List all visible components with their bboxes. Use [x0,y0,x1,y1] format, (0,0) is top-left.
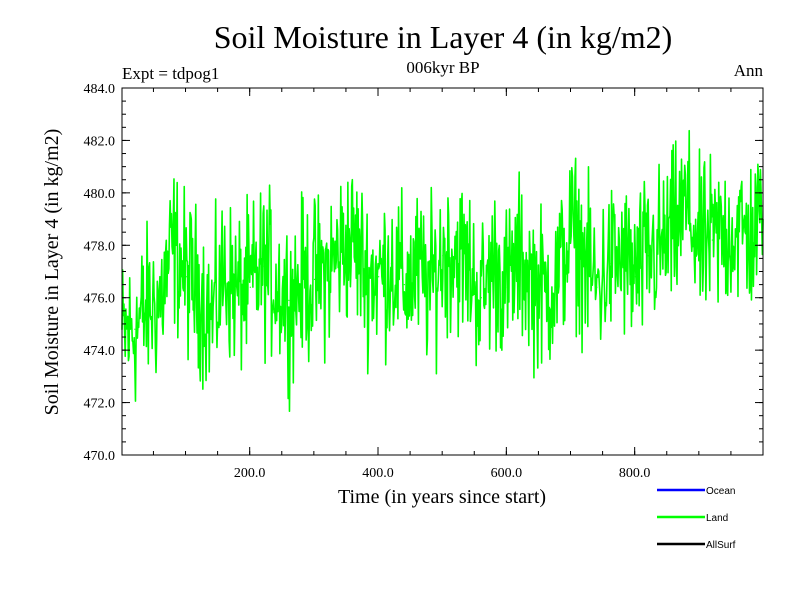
data-point [711,239,713,241]
data-point [159,299,162,301]
y-tick-label: 470.0 [84,449,116,464]
data-point [198,289,200,291]
x-axis-label: Time (in years since start) [338,486,546,508]
y-tick-label: 474.0 [84,344,116,359]
ticks-layer: 470.0 472.0 474.0 476.0 478.0 480.0 482.0 484.0… [84,82,763,481]
data-point [339,249,341,252]
x-tick-label: 600.0 [491,466,523,481]
legend-label-ocean: Ocean [706,486,735,497]
data-point [621,257,624,259]
legend-label-land: Land [706,513,728,524]
data-point [211,318,213,320]
data-point [596,286,598,288]
data-point [467,265,470,267]
data-point [686,205,688,207]
data-point [365,270,367,273]
y-tick-label: 484.0 [84,82,116,97]
data-point [390,263,393,265]
data-point [275,281,277,283]
plot-area: 470.0 472.0 474.0 476.0 478.0 480.0 482.0 484.0… [84,82,764,481]
data-point [519,257,521,259]
x-tick-label: 200.0 [234,466,266,481]
y-tick-label: 482.0 [84,134,116,149]
chart-subtitle: 006kyr BP [406,58,479,77]
data-point [750,236,752,239]
data-point [609,263,611,265]
season-label: Ann [734,61,764,80]
data-point [557,276,559,278]
chart-title: Soil Moisture in Layer 4 (in kg/m2) [214,19,673,55]
data-point [455,249,457,252]
x-tick-label: 400.0 [362,466,394,481]
data-point [544,291,547,294]
y-tick-label: 476.0 [84,292,116,307]
data-point [236,294,239,296]
y-tick-label: 472.0 [84,397,116,412]
series-layer [121,129,764,413]
data-point [429,286,431,288]
data-point [134,328,136,330]
data-point [737,228,739,231]
data-point [532,281,534,283]
data-point [378,276,380,278]
data-point [660,247,662,249]
y-axis-label: Soil Moisture in Layer 4 (in kg/m2) [41,129,63,416]
data-point [185,276,187,278]
data-point [673,231,675,233]
data-point [634,276,636,278]
series-line-land [121,129,764,413]
data-point [493,263,495,265]
data-point [352,239,354,241]
data-point [480,297,482,299]
data-point [698,247,701,249]
data-point [313,278,316,280]
y-tick-label: 478.0 [84,239,116,254]
x-tick-label: 800.0 [619,466,651,481]
data-point [442,255,444,257]
data-point [301,281,303,283]
data-point [326,270,328,273]
data-point [583,257,585,259]
data-point [147,307,149,309]
data-point [647,255,649,257]
legend: Ocean Land AllSurf [657,486,736,551]
data-point [570,228,572,231]
legend-label-allsurf: AllSurf [706,540,736,551]
data-point [224,270,226,273]
data-point [724,234,726,236]
experiment-label: Expt = tdpog1 [122,64,219,83]
data-point [249,286,251,288]
data-point [416,270,418,273]
data-point [172,244,174,246]
data-point [262,265,264,267]
data-point [288,299,290,301]
data-point [403,284,405,286]
y-tick-label: 480.0 [84,187,116,202]
data-point [506,286,508,288]
